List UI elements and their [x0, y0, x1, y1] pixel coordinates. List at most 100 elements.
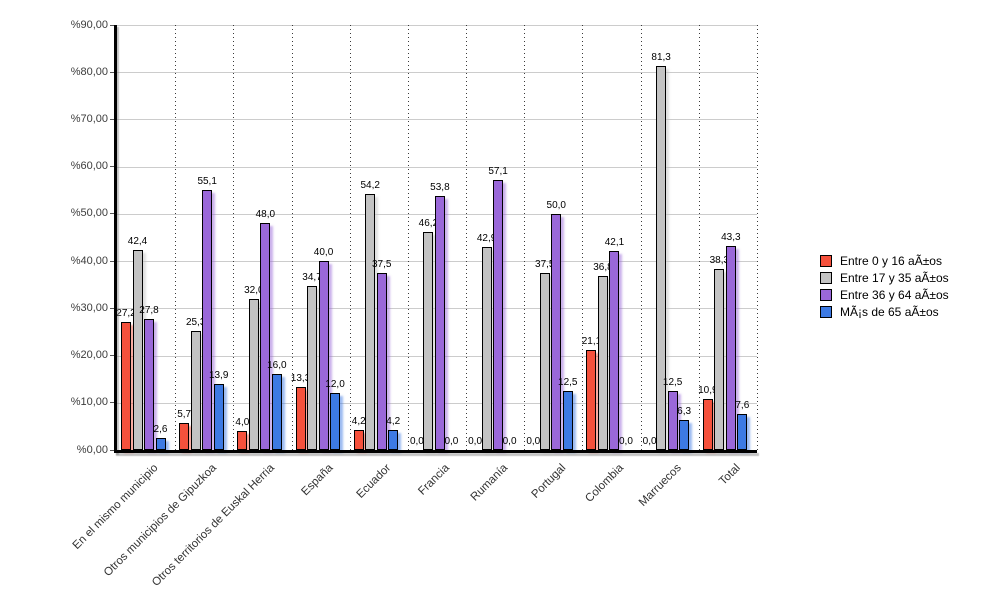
bar — [260, 223, 271, 450]
bar — [307, 286, 318, 450]
bar-value-label: 54,2 — [360, 180, 380, 192]
bar-value-label: 48,0 — [255, 209, 276, 221]
bar — [725, 245, 736, 450]
bar-value-label: 42,1 — [604, 237, 625, 249]
x-axis-label: Marruecos — [637, 462, 685, 509]
legend-item: Entre 36 y 64 aÃ±os — [820, 286, 949, 303]
category-separator — [291, 25, 293, 450]
bar — [551, 213, 562, 450]
x-axis-label: Colombia — [583, 462, 627, 505]
bar-value-label: 12,5 — [662, 376, 683, 388]
bar — [667, 390, 678, 450]
legend-swatch-0-16-icon — [820, 254, 832, 267]
legend-item: MÃ¡s de 65 aÃ±os — [820, 303, 949, 320]
x-axis-label: Francia — [415, 462, 452, 498]
legend-item: Entre 17 y 35 aÃ±os — [820, 269, 949, 286]
bar-value-label: 37,5 — [535, 258, 555, 270]
bar-value-label: 0,0 — [409, 436, 424, 447]
bar — [144, 318, 154, 450]
bar-value-label: 27,8 — [139, 304, 159, 316]
y-tick-mark — [110, 260, 114, 262]
y-tick-label: %10,00 — [70, 396, 108, 409]
gridline — [117, 72, 757, 74]
bar — [121, 321, 131, 450]
bar-value-label: 42,9 — [476, 233, 497, 245]
bar-value-label: 55,1 — [197, 175, 217, 187]
legend-swatch-65-icon — [820, 305, 832, 318]
bar — [271, 374, 282, 450]
x-axis-label: Total — [716, 462, 743, 488]
legend-item: Entre 0 y 16 aÃ±os — [820, 252, 949, 269]
bar — [562, 390, 573, 450]
bar — [656, 66, 667, 450]
bar-value-label: 53,8 — [430, 181, 450, 193]
legend-label: Entre 0 y 16 aÃ±os — [840, 253, 942, 268]
bar-value-label: 12,0 — [325, 379, 345, 391]
bar-value-label: 4,2 — [386, 416, 401, 428]
bar-value-label: 0,0 — [526, 436, 541, 447]
bar-value-label: 32,0 — [244, 284, 264, 296]
y-tick-label: %20,00 — [70, 349, 108, 362]
bar-value-label: 57,1 — [488, 166, 508, 178]
bar — [376, 272, 387, 450]
y-tick-label: %80,00 — [70, 65, 108, 78]
bar-value-label: 81,3 — [651, 52, 671, 64]
bar — [423, 231, 434, 450]
legend: Entre 0 y 16 aÃ±os Entre 17 y 35 aÃ±os E… — [820, 252, 949, 320]
bar-value-label: 0,0 — [502, 436, 517, 447]
legend-swatch-17-35-icon — [820, 271, 832, 284]
bar-value-label: 50,0 — [546, 199, 566, 211]
bar-value-label: 0,0 — [444, 436, 459, 447]
x-axis-label: España — [299, 462, 336, 499]
category-separator — [640, 25, 642, 450]
y-tick-label: %90,00 — [70, 18, 108, 31]
y-tick-mark — [110, 118, 114, 120]
bar-value-label: 7,6 — [735, 400, 750, 412]
bar-value-label: 4,0 — [235, 417, 250, 429]
bar-value-label: 2,6 — [153, 423, 168, 435]
category-separator — [175, 25, 177, 450]
gridline — [117, 119, 757, 121]
category-separator — [757, 25, 758, 450]
x-axis-label: Ecuador — [354, 462, 394, 501]
bar — [702, 398, 713, 450]
bar — [213, 384, 224, 450]
bar — [737, 414, 748, 450]
bar — [330, 393, 341, 450]
category-separator — [233, 25, 235, 450]
bar-value-label: 40,0 — [313, 247, 334, 259]
category-separator — [524, 25, 526, 450]
y-tick-label: %50,00 — [70, 207, 108, 220]
bar-value-label: 21,1 — [581, 336, 602, 348]
bar-value-label: 0,0 — [468, 436, 483, 447]
bar — [609, 251, 620, 450]
bar — [493, 180, 504, 450]
bar-value-label: 42,4 — [127, 235, 148, 247]
y-tick-mark — [110, 213, 114, 215]
y-tick-label: %70,00 — [70, 112, 108, 125]
bar — [434, 195, 445, 450]
bar — [179, 423, 190, 450]
bar-value-label: 10,9 — [698, 384, 718, 396]
bar — [539, 272, 550, 450]
bar — [155, 437, 166, 450]
x-axis — [114, 450, 757, 453]
bar-value-label: 0,0 — [642, 436, 657, 447]
bar-value-label: 27,2 — [116, 307, 136, 319]
bar-value-label: 0,0 — [619, 436, 633, 447]
bar-value-label: 46,2 — [418, 217, 439, 229]
bar-value-label: 34,7 — [302, 272, 322, 284]
y-tick-label: %40,00 — [70, 254, 108, 267]
y-tick-mark — [110, 449, 114, 451]
bar-value-label: 16,0 — [267, 360, 287, 372]
bar — [202, 189, 213, 450]
bar-value-label: 38,3 — [709, 255, 730, 267]
bar — [714, 269, 725, 450]
category-separator — [466, 25, 468, 450]
bar — [597, 276, 608, 450]
bar-value-label: 13,9 — [208, 370, 229, 382]
x-axis-label: Otros municipios de Gipuzkoa — [101, 462, 219, 579]
category-separator — [407, 25, 409, 450]
bar-value-label: 37,5 — [371, 258, 392, 270]
